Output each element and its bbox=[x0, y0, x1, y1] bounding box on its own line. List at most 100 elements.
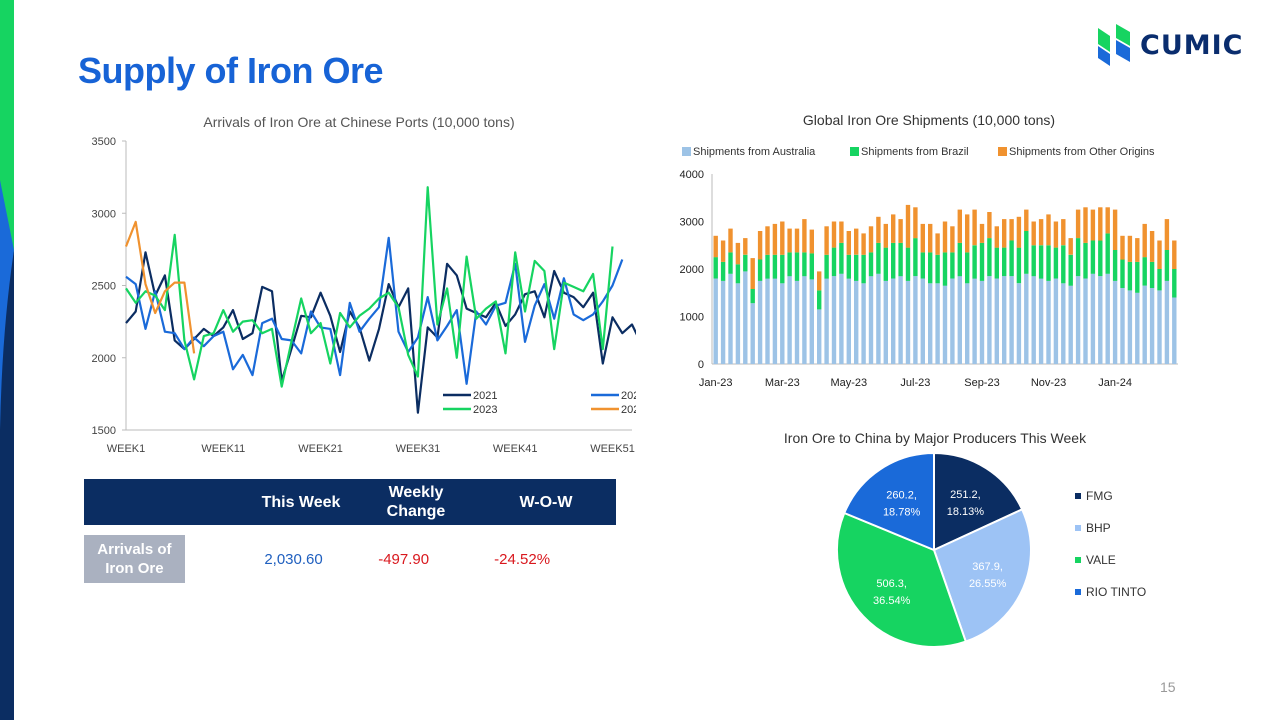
stacked-bar-segment bbox=[979, 223, 985, 243]
stacked-bar-segment bbox=[898, 276, 903, 364]
stacked-bar-segment bbox=[1164, 219, 1170, 250]
stacked-bar-segment bbox=[794, 228, 800, 253]
stacked-bar-segment bbox=[1120, 288, 1125, 364]
shipments-bar-chart: Global Iron Ore Shipments (10,000 tons) S… bbox=[680, 112, 1178, 389]
page-number: 15 bbox=[1160, 679, 1176, 695]
bar-chart-y-tick-label: 0 bbox=[698, 359, 704, 371]
kpi-header-weekly-change-line1: Weekly bbox=[388, 484, 444, 501]
kpi-wow-value: -24.52% bbox=[494, 550, 551, 568]
stacked-bar-segment bbox=[817, 309, 822, 364]
stacked-bar-segment bbox=[765, 226, 770, 255]
stacked-bar-segment bbox=[920, 252, 925, 279]
stacked-bar-segment bbox=[1024, 231, 1029, 274]
stacked-bar-segment bbox=[972, 245, 977, 279]
stacked-bar-segment bbox=[802, 252, 807, 277]
stacked-bar-segment bbox=[735, 264, 741, 284]
stacked-bar-segment bbox=[824, 278, 829, 364]
stacked-bar-segment bbox=[1075, 238, 1081, 277]
stacked-bar-segment bbox=[1157, 290, 1162, 364]
pie-slice-bhp bbox=[932, 508, 1032, 643]
stacked-bar-segment bbox=[787, 252, 792, 277]
stacked-bar-segment bbox=[787, 276, 792, 364]
stacked-bar-segment bbox=[905, 280, 911, 364]
stacked-bar-segment bbox=[720, 240, 726, 262]
pie-data-label-value: 251.2, bbox=[950, 489, 981, 501]
line-chart-x-tick-label: WEEK51 bbox=[590, 443, 635, 455]
stacked-bar-segment bbox=[905, 247, 911, 281]
stacked-bar-segment bbox=[1031, 245, 1036, 277]
bar-legend-label: Shipments from Australia bbox=[693, 146, 816, 158]
pie-data-label-percent: 18.13% bbox=[947, 506, 985, 518]
stacked-bar-segment bbox=[1172, 297, 1177, 364]
logo-mark-icon bbox=[1098, 24, 1130, 66]
bar-chart-x-tick-label: Nov-23 bbox=[1031, 377, 1066, 389]
stacked-bar-segment bbox=[1046, 214, 1051, 246]
stacked-bar-segment bbox=[1090, 240, 1096, 274]
stacked-bar-segment bbox=[965, 252, 970, 284]
kpi-this-week-value: 2,030.60 bbox=[264, 550, 323, 568]
stacked-bar-segment bbox=[861, 233, 866, 255]
stacked-bar-segment bbox=[950, 278, 955, 364]
bar-chart-title: Global Iron Ore Shipments (10,000 tons) bbox=[803, 112, 1055, 128]
stacked-bar-segment bbox=[772, 254, 778, 279]
stacked-bar-segment bbox=[942, 221, 948, 253]
bar-legend-label: Shipments from Brazil bbox=[861, 146, 969, 158]
kpi-header-this-week: This Week bbox=[261, 493, 341, 511]
stacked-bar-segment bbox=[1135, 238, 1140, 262]
stacked-bar-segment bbox=[780, 221, 785, 255]
stacked-bar-segment bbox=[1016, 216, 1022, 248]
stacked-bar-segment bbox=[1127, 261, 1133, 291]
stacked-bar-segment bbox=[920, 278, 925, 364]
stacked-bar-segment bbox=[935, 283, 940, 365]
stacked-bar-segment bbox=[1046, 245, 1051, 281]
pie-chart-title: Iron Ore to China by Major Producers Thi… bbox=[784, 430, 1087, 446]
stacked-bar-segment bbox=[1038, 245, 1044, 279]
kpi-header-wow: W-O-W bbox=[519, 493, 573, 511]
stacked-bar-segment bbox=[994, 247, 999, 279]
stacked-bar-segment bbox=[854, 228, 859, 255]
bar-chart-x-tick-label: Sep-23 bbox=[964, 377, 999, 389]
stacked-bar-segment bbox=[831, 276, 837, 364]
stacked-bar-segment bbox=[713, 235, 718, 258]
stacked-bar-segment bbox=[1002, 247, 1007, 277]
stacked-bar-segment bbox=[1120, 235, 1125, 260]
stacked-bar-segment bbox=[994, 278, 999, 364]
line-chart-x-tick-label: WEEK31 bbox=[396, 443, 441, 455]
bar-chart-y-tick-label: 4000 bbox=[680, 169, 704, 181]
stacked-bar-segment bbox=[1172, 240, 1177, 269]
stacked-bar-segment bbox=[868, 226, 874, 253]
stacked-bar-segment bbox=[846, 254, 851, 279]
stacked-bar-segment bbox=[1142, 285, 1147, 364]
stacked-bar-segment bbox=[839, 273, 844, 365]
stacked-bar-segment bbox=[1149, 231, 1155, 262]
stacked-bar-segment bbox=[957, 209, 962, 243]
stacked-bar-segment bbox=[720, 261, 726, 281]
stacked-bar-segment bbox=[809, 279, 814, 364]
line-chart-x-tick-label: WEEK1 bbox=[107, 443, 146, 455]
bar-chart-y-tick-label: 1000 bbox=[680, 312, 704, 324]
kpi-header-weekly-change: Weekly Change bbox=[356, 483, 476, 521]
stacked-bar-segment bbox=[794, 280, 800, 364]
kpi-row-label-line1: Arrivals of bbox=[97, 541, 172, 558]
stacked-bar-segment bbox=[861, 254, 866, 284]
line-series-2021 bbox=[125, 251, 636, 414]
stacked-bar-segment bbox=[876, 273, 881, 365]
line-series-2023 bbox=[125, 186, 614, 388]
stacked-bar-segment bbox=[1075, 276, 1081, 364]
stacked-bar-segment bbox=[928, 283, 933, 365]
stacked-bar-segment bbox=[846, 231, 851, 255]
stacked-bar-segment bbox=[1164, 250, 1170, 281]
kpi-row-label: Arrivals of Iron Ore bbox=[84, 535, 185, 583]
stacked-bar-segment bbox=[854, 254, 859, 281]
stacked-bar-segment bbox=[928, 223, 933, 253]
line-chart-title: Arrivals of Iron Ore at Chinese Ports (1… bbox=[203, 114, 514, 130]
arrivals-kpi-table: This Week Weekly Change W-O-W Arrivals o… bbox=[84, 479, 616, 583]
stacked-bar-segment bbox=[883, 247, 888, 281]
stacked-bar-segment bbox=[883, 223, 888, 248]
stacked-bar-segment bbox=[809, 253, 814, 280]
stacked-bar-segment bbox=[1098, 240, 1103, 277]
stacked-bar-segment bbox=[839, 221, 844, 243]
pie-data-label-percent: 26.55% bbox=[969, 578, 1007, 590]
logo-text: CUMIC bbox=[1140, 29, 1244, 61]
stacked-bar-segment bbox=[757, 280, 763, 364]
